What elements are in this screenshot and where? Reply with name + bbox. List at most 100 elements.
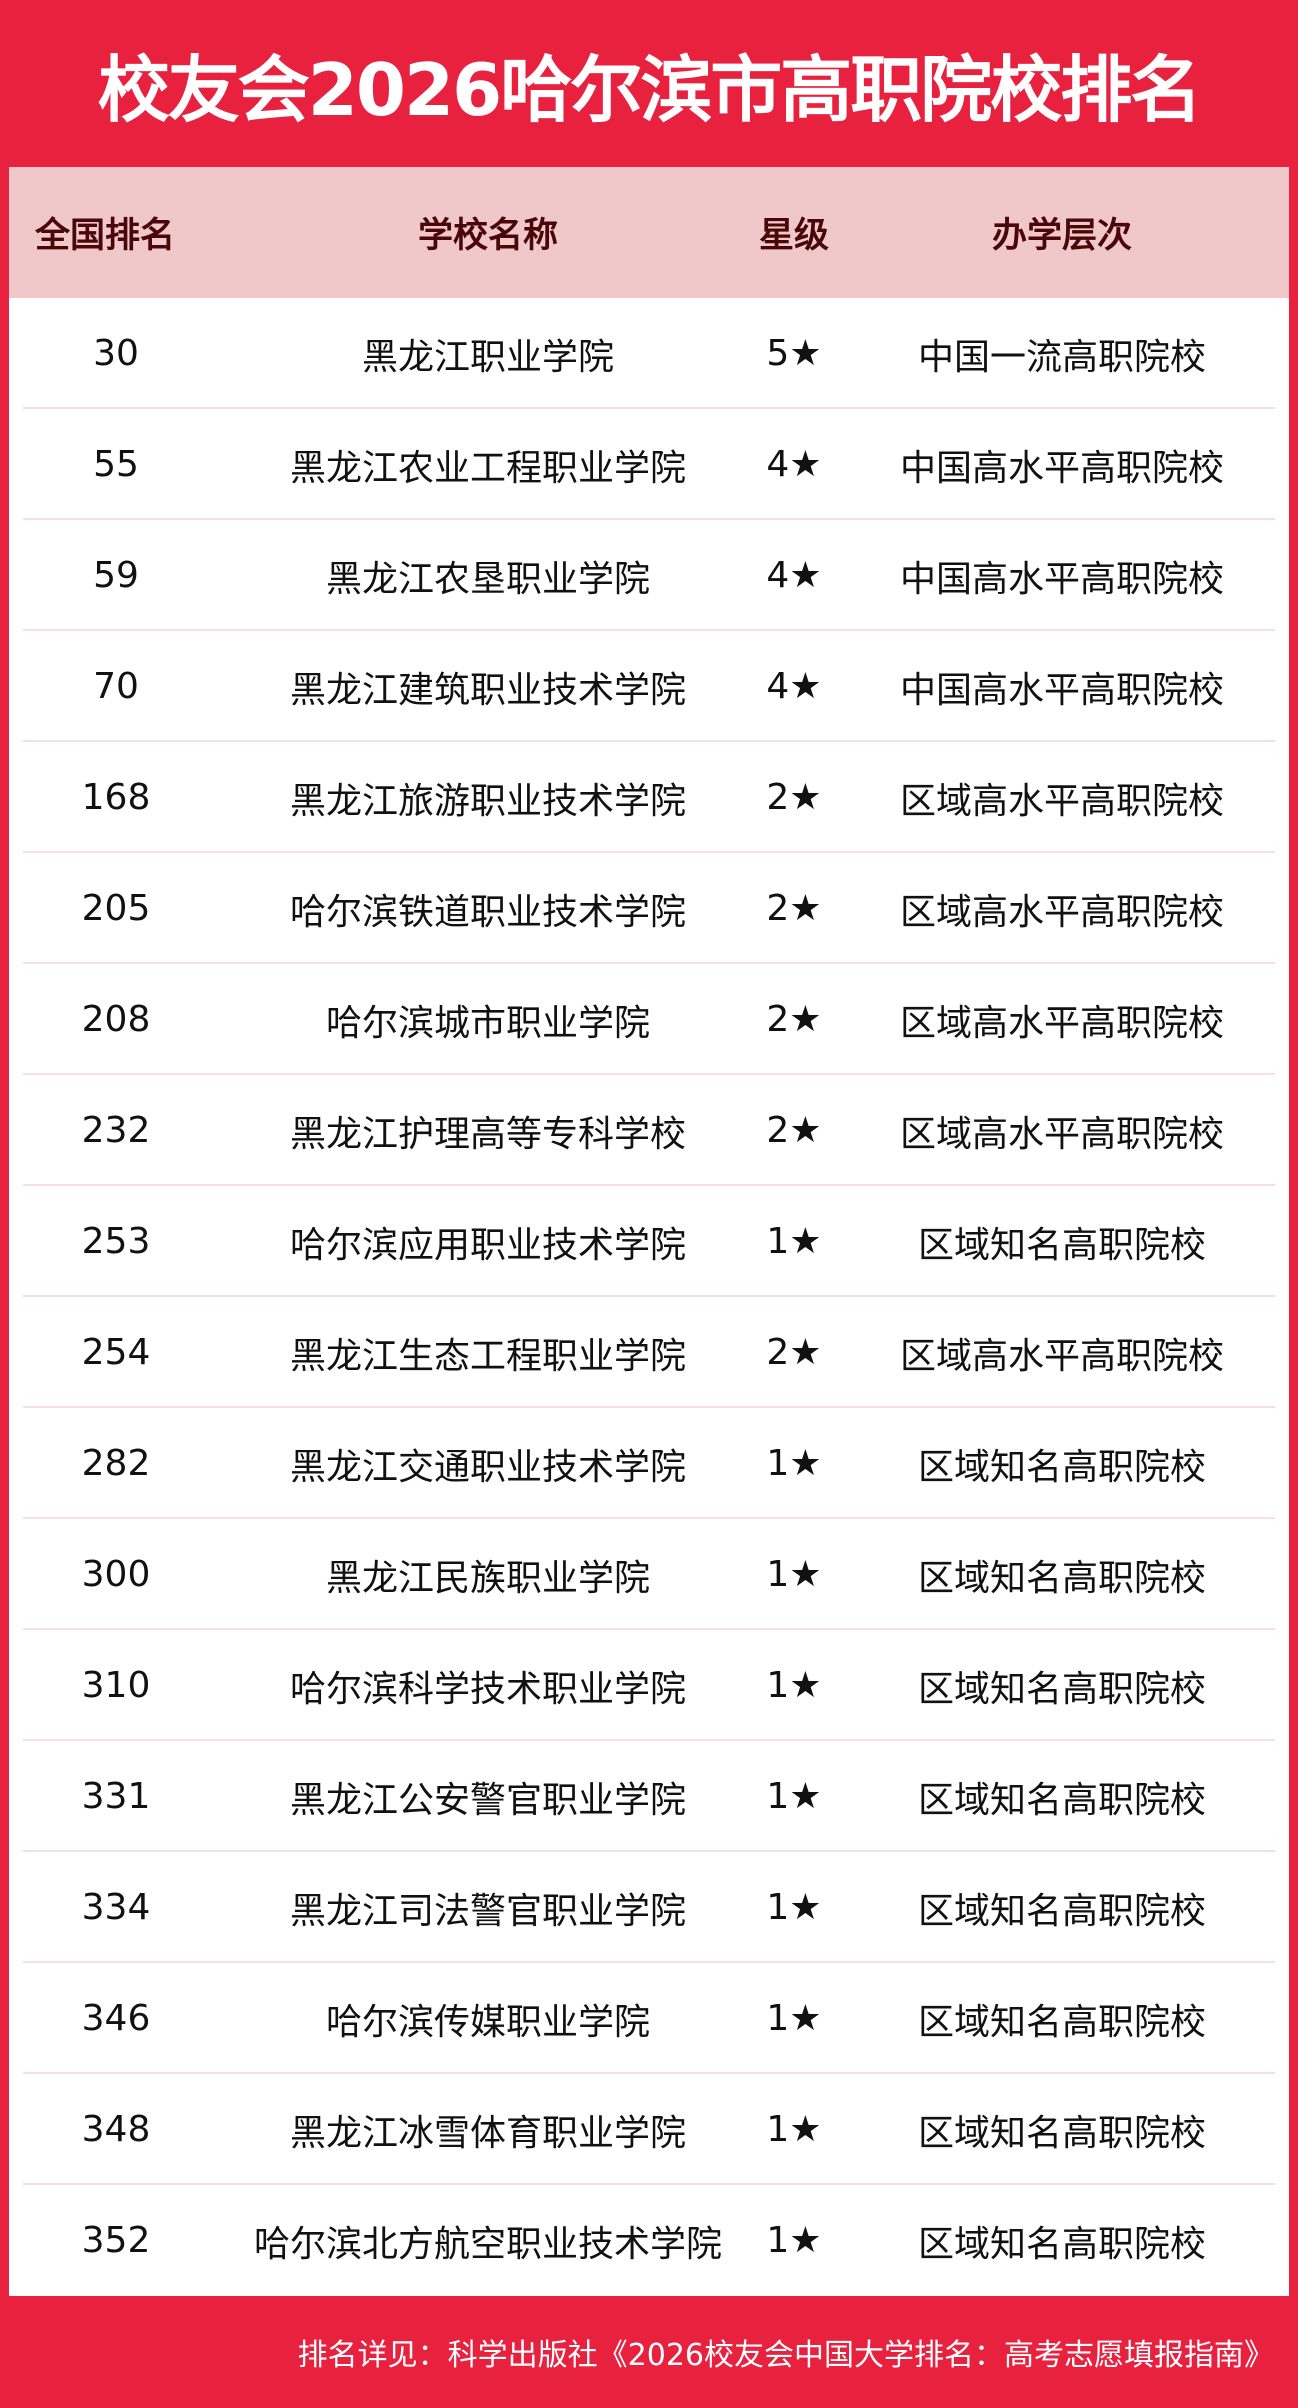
cell-rank: 331 <box>81 1776 151 1817</box>
cell-rank: 30 <box>93 333 139 374</box>
table-row: 208 哈尔滨城市职业学院 2★ 区域高水平高职院校 <box>9 964 1289 1075</box>
cell-rank: 348 <box>81 2109 151 2150</box>
cell-rank: 59 <box>93 555 139 596</box>
cell-level: 区域知名高职院校 <box>917 2223 1206 2265</box>
cell-rank: 310 <box>81 1665 151 1706</box>
cell-school-name: 黑龙江职业学院 <box>361 336 614 378</box>
cell-rank: 55 <box>93 444 139 485</box>
table-row: 348 黑龙江冰雪体育职业学院 1★ 区域知名高职院校 <box>9 2074 1289 2185</box>
cell-level: 中国一流高职院校 <box>917 336 1206 378</box>
cell-school-name: 黑龙江建筑职业技术学院 <box>289 669 686 711</box>
table-body: 30 黑龙江职业学院 5★ 中国一流高职院校 55 黑龙江农业工程职业学院 4★ 中国高水平高… <box>9 298 1289 2296</box>
table-row: 253 哈尔滨应用职业技术学院 1★ 区域知名高职院校 <box>9 1186 1289 1297</box>
cell-school-name: 黑龙江公安警官职业学院 <box>289 1779 686 1821</box>
cell-stars: 1★ <box>766 1776 822 1817</box>
cell-level: 区域知名高职院校 <box>917 1779 1206 1821</box>
cell-rank: 300 <box>81 1554 151 1595</box>
cell-stars: 2★ <box>766 1332 822 1373</box>
cell-stars: 4★ <box>766 666 822 707</box>
cell-school-name: 黑龙江护理高等专科学校 <box>289 1113 686 1155</box>
page-title: 校友会2026哈尔滨市高职院校排名 <box>97 48 1202 132</box>
cell-stars: 2★ <box>766 777 822 818</box>
table-row: 310 哈尔滨科学技术职业学院 1★ 区域知名高职院校 <box>9 1630 1289 1741</box>
cell-level: 区域知名高职院校 <box>917 1668 1206 1710</box>
cell-school-name: 黑龙江交通职业技术学院 <box>289 1446 686 1488</box>
cell-stars: 2★ <box>766 888 822 929</box>
cell-school-name: 黑龙江民族职业学院 <box>325 1557 650 1599</box>
cell-level: 区域知名高职院校 <box>917 1557 1206 1599</box>
cell-stars: 4★ <box>766 444 822 485</box>
cell-school-name: 哈尔滨铁道职业技术学院 <box>289 891 686 933</box>
table-row: 168 黑龙江旅游职业技术学院 2★ 区域高水平高职院校 <box>9 742 1289 853</box>
cell-school-name: 哈尔滨科学技术职业学院 <box>289 1668 686 1710</box>
cell-level: 区域高水平高职院校 <box>899 891 1224 933</box>
table-row: 334 黑龙江司法警官职业学院 1★ 区域知名高职院校 <box>9 1852 1289 1963</box>
cell-level: 中国高水平高职院校 <box>899 558 1224 600</box>
source-text: 排名详见：科学出版社《2026校友会中国大学排名：高考志愿填报指南》 <box>297 2338 1274 2373</box>
cell-school-name: 哈尔滨北方航空职业技术学院 <box>253 2223 722 2265</box>
column-header-level: 办学层次 <box>991 216 1132 256</box>
table-row: 55 黑龙江农业工程职业学院 4★ 中国高水平高职院校 <box>9 409 1289 520</box>
cell-school-name: 黑龙江司法警官职业学院 <box>289 1890 686 1932</box>
table-row: 205 哈尔滨铁道职业技术学院 2★ 区域高水平高职院校 <box>9 853 1289 964</box>
cell-stars: 1★ <box>766 2109 822 2150</box>
table-row: 331 黑龙江公安警官职业学院 1★ 区域知名高职院校 <box>9 1741 1289 1852</box>
cell-school-name: 哈尔滨应用职业技术学院 <box>289 1224 686 1266</box>
cell-school-name: 黑龙江旅游职业技术学院 <box>289 780 686 822</box>
cell-rank: 168 <box>81 777 151 818</box>
table-row: 30 黑龙江职业学院 5★ 中国一流高职院校 <box>9 298 1289 409</box>
cell-level: 区域知名高职院校 <box>917 1224 1206 1266</box>
cell-rank: 205 <box>81 888 151 929</box>
table-row: 352 哈尔滨北方航空职业技术学院 1★ 区域知名高职院校 <box>9 2185 1289 2296</box>
cell-level: 区域知名高职院校 <box>917 2001 1206 2043</box>
cell-level: 区域知名高职院校 <box>917 1446 1206 1488</box>
cell-stars: 1★ <box>766 1998 822 2039</box>
cell-level: 区域知名高职院校 <box>917 2112 1206 2154</box>
cell-stars: 1★ <box>766 1443 822 1484</box>
cell-level: 区域高水平高职院校 <box>899 1335 1224 1377</box>
cell-level: 区域高水平高职院校 <box>899 780 1224 822</box>
cell-stars: 1★ <box>766 1665 822 1706</box>
column-header-school: 学校名称 <box>417 216 558 256</box>
cell-rank: 232 <box>81 1110 151 1151</box>
table-header: 全国排名 学校名称 星级 办学层次 <box>9 167 1289 298</box>
cell-level: 区域高水平高职院校 <box>899 1113 1224 1155</box>
table-row: 346 哈尔滨传媒职业学院 1★ 区域知名高职院校 <box>9 1963 1289 2074</box>
source-note: 排名详见：科学出版社《2026校友会中国大学排名：高考志愿填报指南》 <box>0 2296 1298 2408</box>
cell-rank: 334 <box>81 1887 151 1928</box>
cell-school-name: 哈尔滨传媒职业学院 <box>325 2001 650 2043</box>
table-row: 232 黑龙江护理高等专科学校 2★ 区域高水平高职院校 <box>9 1075 1289 1186</box>
cell-level: 区域知名高职院校 <box>917 1890 1206 1932</box>
cell-school-name: 黑龙江冰雪体育职业学院 <box>289 2112 686 2154</box>
cell-stars: 2★ <box>766 999 822 1040</box>
cell-stars: 5★ <box>766 333 822 374</box>
cell-stars: 1★ <box>766 1887 822 1928</box>
cell-school-name: 黑龙江生态工程职业学院 <box>289 1335 686 1377</box>
cell-rank: 254 <box>81 1332 151 1373</box>
column-header-rank: 全国排名 <box>35 216 176 256</box>
cell-rank: 253 <box>81 1221 151 1262</box>
cell-level: 中国高水平高职院校 <box>899 669 1224 711</box>
cell-stars: 4★ <box>766 555 822 596</box>
cell-stars: 1★ <box>766 1221 822 1262</box>
cell-school-name: 黑龙江农垦职业学院 <box>325 558 650 600</box>
cell-level: 中国高水平高职院校 <box>899 447 1224 489</box>
cell-rank: 282 <box>81 1443 151 1484</box>
column-header-stars: 星级 <box>758 216 829 256</box>
cell-rank: 70 <box>93 666 139 707</box>
cell-stars: 1★ <box>766 2220 822 2261</box>
table-row: 70 黑龙江建筑职业技术学院 4★ 中国高水平高职院校 <box>9 631 1289 742</box>
cell-rank: 352 <box>81 2220 151 2261</box>
table-row: 282 黑龙江交通职业技术学院 1★ 区域知名高职院校 <box>9 1408 1289 1519</box>
table-row: 300 黑龙江民族职业学院 1★ 区域知名高职院校 <box>9 1519 1289 1630</box>
table-row: 254 黑龙江生态工程职业学院 2★ 区域高水平高职院校 <box>9 1297 1289 1408</box>
cell-level: 区域高水平高职院校 <box>899 1002 1224 1044</box>
cell-rank: 208 <box>81 999 151 1040</box>
cell-school-name: 黑龙江农业工程职业学院 <box>289 447 686 489</box>
table-row: 59 黑龙江农垦职业学院 4★ 中国高水平高职院校 <box>9 520 1289 631</box>
cell-rank: 346 <box>81 1998 151 2039</box>
ranking-table: 全国排名 学校名称 星级 办学层次 30 黑龙江职业学院 5★ 中国一流高职院校 55 黑… <box>9 167 1289 2296</box>
cell-stars: 1★ <box>766 1554 822 1595</box>
cell-school-name: 哈尔滨城市职业学院 <box>325 1002 650 1044</box>
cell-stars: 2★ <box>766 1110 822 1151</box>
